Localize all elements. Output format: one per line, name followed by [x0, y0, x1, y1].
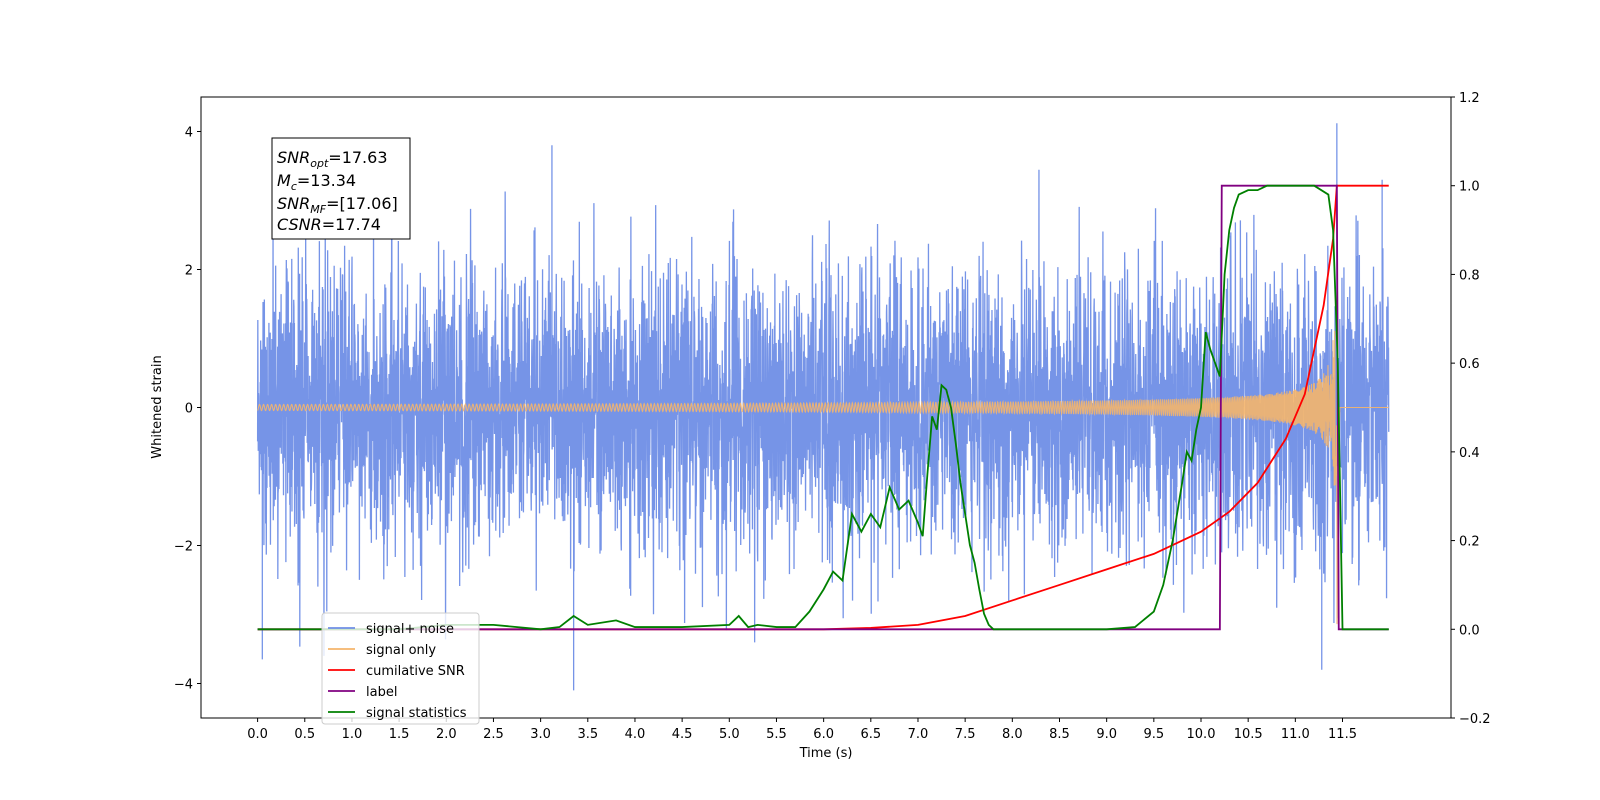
- y2-tick-label: 0.2: [1459, 535, 1480, 550]
- y2-tick-label: 0.4: [1459, 446, 1480, 461]
- y-axis-left: −4 −2 0 2 4: [174, 126, 201, 693]
- series-cumulative-snr-line: [257, 184, 1389, 631]
- legend-label: label: [366, 685, 397, 700]
- x-tick-label: 0.0: [247, 727, 268, 742]
- x-tick-label: 3.0: [530, 727, 551, 742]
- y-axis-label: Whitened strain: [150, 355, 165, 458]
- legend-label: signal only: [366, 643, 436, 658]
- x-axis: 0.0 0.5 1.0 1.5 2.0 2.5 3.0 3.5 4.0 4.5 5.0 5.5 6.0 6…: [247, 718, 1357, 742]
- y-tick-label: 2: [185, 264, 193, 279]
- x-tick-label: 1.0: [342, 727, 363, 742]
- x-axis-label: Time (s): [799, 746, 853, 761]
- legend-label: signal+ noise: [366, 622, 454, 637]
- x-tick-label: 4.5: [672, 727, 693, 742]
- y2-tick-label: 1.2: [1459, 91, 1480, 106]
- x-tick-label: 0.5: [294, 727, 315, 742]
- x-tick-label: 10.5: [1234, 727, 1263, 742]
- x-tick-label: 6.0: [813, 727, 834, 742]
- legend-label: cumilative SNR: [366, 664, 465, 679]
- annotation-snr-opt: SNRopt=17.63: [277, 148, 388, 170]
- legend: signal+ noise signal only cumilative SNR la…: [321, 612, 480, 725]
- legend-frame: [321, 612, 480, 725]
- x-tick-label: 7.5: [955, 727, 976, 742]
- annotation-mc: Mc=13.34: [277, 171, 356, 193]
- x-tick-label: 6.5: [860, 727, 881, 742]
- x-tick-label: 5.5: [766, 727, 787, 742]
- x-tick-label: 10.0: [1187, 727, 1216, 742]
- x-tick-label: 9.0: [1096, 727, 1117, 742]
- plot-series-layer: [256, 123, 1390, 691]
- y-axis-right: −0.2 0.0 0.2 0.4 0.6 0.8 1.0 1.2: [1451, 91, 1491, 727]
- y2-tick-label: −0.2: [1459, 712, 1491, 727]
- annotation-csnr: CSNR=17.74: [277, 215, 381, 234]
- x-tick-label: 11.5: [1328, 727, 1357, 742]
- x-tick-label: 11.0: [1281, 727, 1310, 742]
- y2-tick-label: 0.8: [1459, 268, 1480, 283]
- x-tick-label: 4.0: [625, 727, 646, 742]
- y2-tick-label: 0.0: [1459, 623, 1480, 638]
- x-tick-label: 7.0: [908, 727, 929, 742]
- y-tick-label: 0: [185, 402, 193, 417]
- x-tick-label: 5.0: [719, 727, 740, 742]
- snr-annotation-box: SNRopt=17.63 Mc=13.34 SNRMF=[17.06] CSNR…: [271, 137, 411, 240]
- x-tick-label: 8.5: [1049, 727, 1070, 742]
- x-tick-label: 2.5: [483, 727, 504, 742]
- x-tick-label: 1.5: [389, 727, 410, 742]
- annotation-snr-mf: SNRMF=[17.06]: [277, 194, 398, 216]
- series-signal-only-line: [257, 330, 1389, 625]
- x-tick-label: 9.5: [1143, 727, 1164, 742]
- x-tick-label: 8.0: [1002, 727, 1023, 742]
- y-tick-label: −4: [174, 678, 193, 693]
- x-tick-label: 3.5: [577, 727, 598, 742]
- y-tick-label: −2: [174, 540, 193, 555]
- legend-label: signal statistics: [366, 706, 467, 721]
- y2-tick-label: 0.6: [1459, 357, 1480, 372]
- x-tick-label: 2.0: [436, 727, 457, 742]
- series-signal-statistics-line: [257, 184, 1389, 631]
- y-tick-label: 4: [185, 126, 193, 141]
- y2-tick-label: 1.0: [1459, 180, 1480, 195]
